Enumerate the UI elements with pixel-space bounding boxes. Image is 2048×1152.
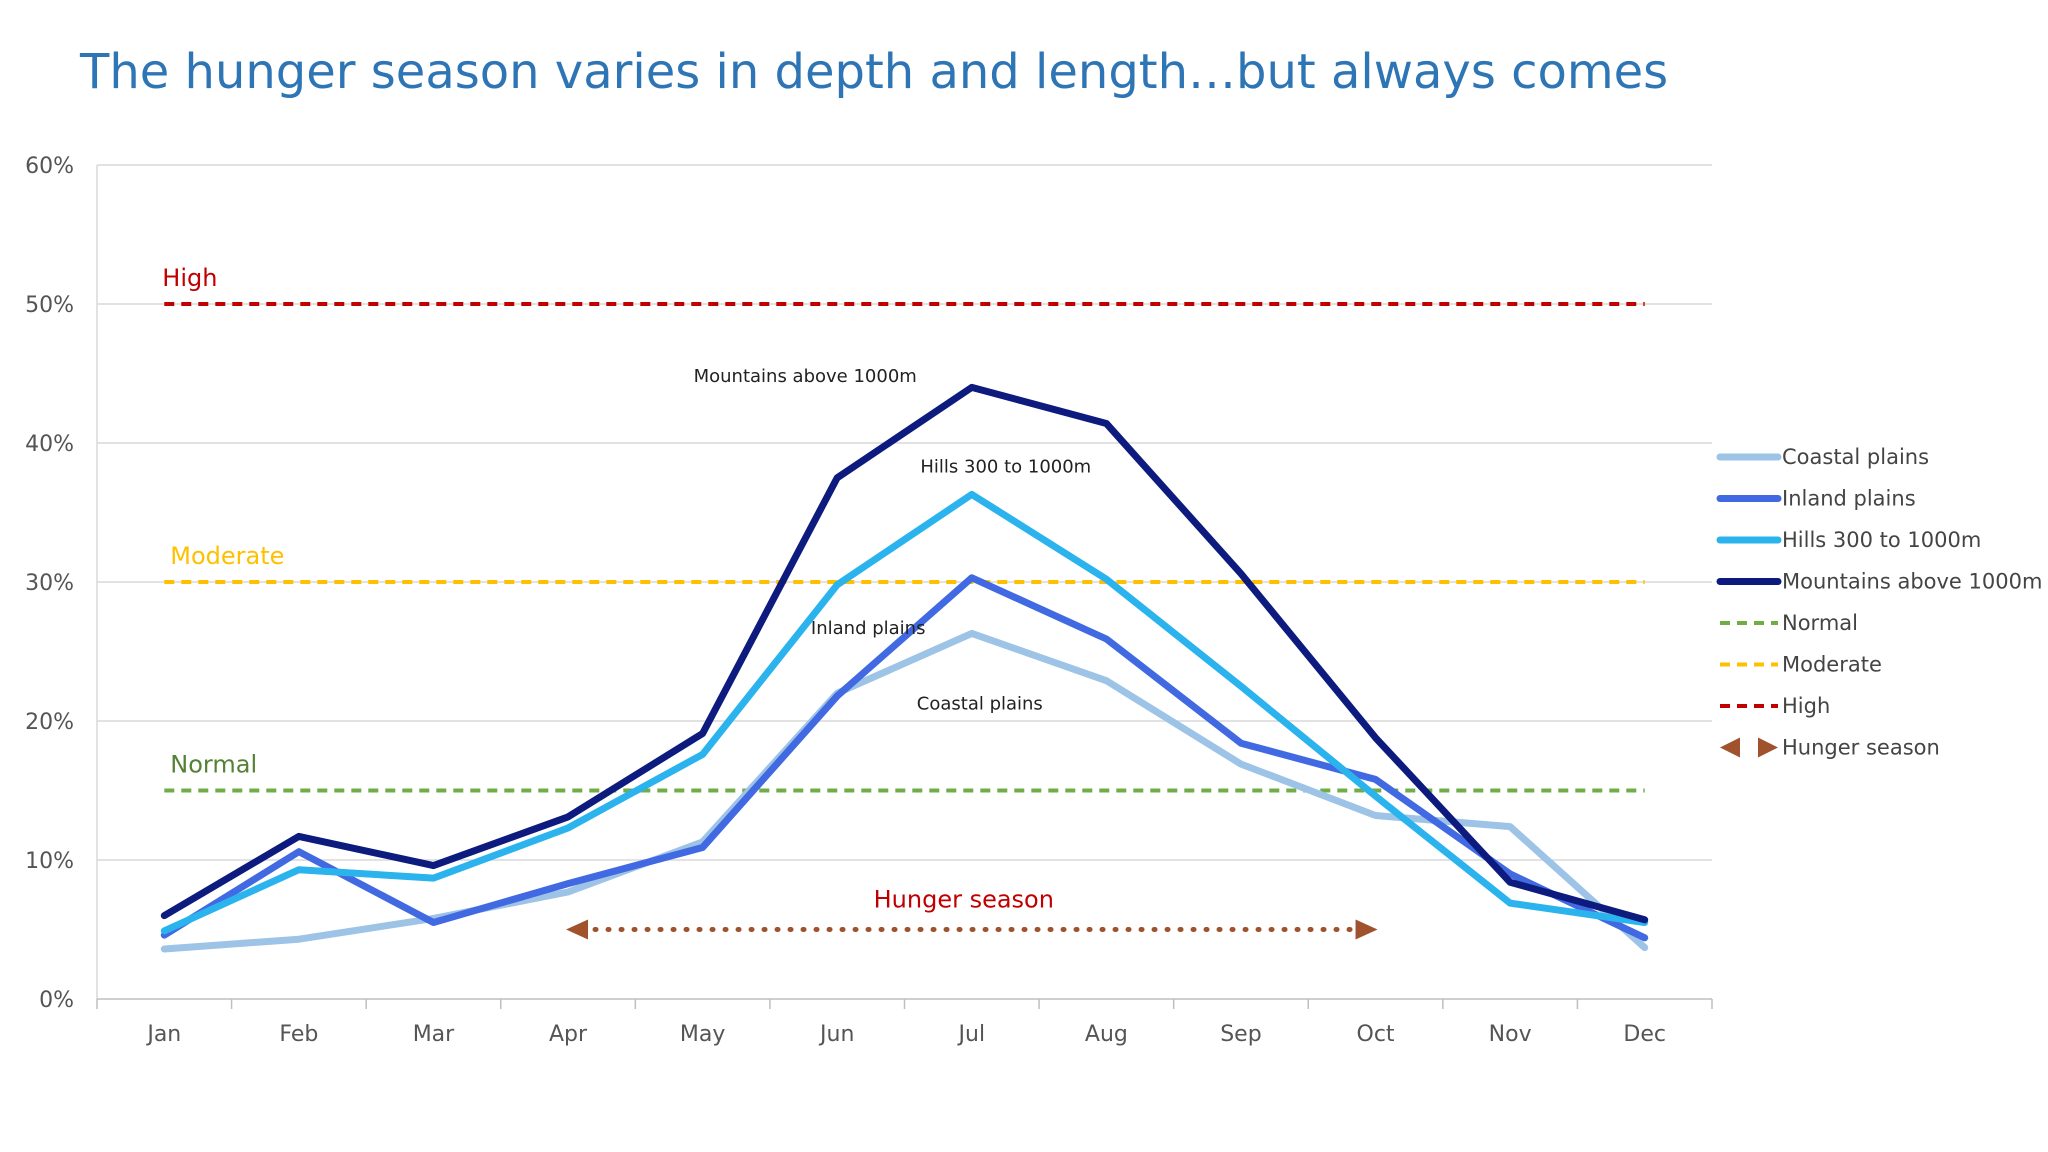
legend: Coastal plains Inland plains Hills 300 to … xyxy=(1716,445,2042,760)
y-tick-label: 20% xyxy=(25,710,74,735)
y-tick-label: 10% xyxy=(25,849,74,874)
y-tick-label: 60% xyxy=(25,154,74,179)
x-tick-label: Sep xyxy=(1220,1022,1261,1047)
x-tick-label: Oct xyxy=(1357,1022,1395,1047)
hunger-season-arrow-end xyxy=(1355,919,1378,940)
x-tick-label: Aug xyxy=(1085,1022,1128,1047)
x-tick-label: Jun xyxy=(818,1022,854,1047)
legend-label: Normal xyxy=(1782,611,1858,635)
legend-item-hunger-season: Hunger season xyxy=(1720,736,1940,760)
threshold-label-normal: Normal xyxy=(170,751,257,779)
legend-item-normal: Normal xyxy=(1720,611,1858,635)
annotation-hills-300-to-1000m: Hills 300 to 1000m xyxy=(920,456,1091,477)
legend-label: Hunger season xyxy=(1782,736,1940,760)
x-tick-label: Apr xyxy=(549,1022,588,1047)
legend-item-mountains-above-1000m: Mountains above 1000m xyxy=(1716,570,2042,594)
x-tick-label: Jan xyxy=(145,1022,181,1047)
axes: 0% 10% 20% 30% 40% 50% 60% Jan Feb Mar Apr May Jun Ju… xyxy=(25,154,1713,1047)
legend-label: Moderate xyxy=(1782,653,1882,677)
legend-item-coastal-plains: Coastal plains xyxy=(1716,445,1929,469)
legend-swatch-right xyxy=(1758,737,1778,758)
series-line-hills-300-to-1000m xyxy=(160,490,1649,935)
annotation-mountains-above-1000m: Mountains above 1000m xyxy=(694,366,917,387)
threshold-lines: Normal Moderate High xyxy=(162,264,1645,793)
legend-label: Hills 300 to 1000m xyxy=(1782,528,1981,552)
annotation-inland-plains: Inland plains xyxy=(811,618,926,639)
threshold-label-high: High xyxy=(162,264,217,292)
hunger-season-arrow-start xyxy=(566,919,589,940)
legend-swatch-left xyxy=(1720,737,1740,758)
grid xyxy=(97,164,1712,861)
legend-label: Coastal plains xyxy=(1782,445,1929,469)
legend-label: High xyxy=(1782,694,1830,718)
hunger-season-label: Hunger season xyxy=(874,886,1054,914)
y-tick-label: 40% xyxy=(25,432,74,457)
series-line-inland-plains xyxy=(160,574,1649,942)
x-tick-label: Feb xyxy=(279,1022,318,1047)
x-tick-label: Mar xyxy=(413,1022,455,1047)
threshold-label-moderate: Moderate xyxy=(170,542,284,570)
hunger-season-marker: Hunger season xyxy=(566,886,1378,940)
y-tick-label: 30% xyxy=(25,571,74,596)
legend-item-hills-300-to-1000m: Hills 300 to 1000m xyxy=(1716,528,1981,552)
x-tick-label: May xyxy=(680,1022,725,1047)
y-tick-label: 50% xyxy=(25,293,74,318)
series-lines xyxy=(160,383,1649,953)
x-tick-label: Jul xyxy=(957,1022,986,1047)
x-tick-label: Nov xyxy=(1489,1022,1532,1047)
annotation-coastal-plains: Coastal plains xyxy=(917,693,1043,714)
legend-label: Mountains above 1000m xyxy=(1782,570,2042,594)
x-tick-label: Dec xyxy=(1623,1022,1666,1047)
legend-item-inland-plains: Inland plains xyxy=(1716,487,1916,511)
series-annotations: Mountains above 1000m Hills 300 to 1000m I… xyxy=(694,366,1092,715)
y-tick-label: 0% xyxy=(39,988,74,1013)
series-line-mountains-above-1000m xyxy=(160,383,1649,924)
legend-item-moderate: Moderate xyxy=(1720,653,1882,677)
chart-title: The hunger season varies in depth and le… xyxy=(80,44,1669,100)
legend-label: Inland plains xyxy=(1782,487,1916,511)
legend-item-high: High xyxy=(1720,694,1830,718)
